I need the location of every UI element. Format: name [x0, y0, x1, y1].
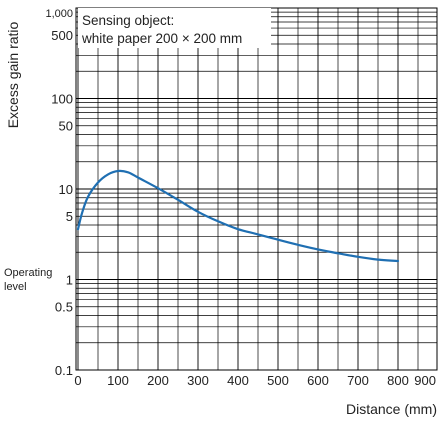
y-tick-labels: 0.1 0.5 1 5 10 50 100 500 1,000 [45, 8, 73, 378]
y-axis-label: Excess gain ratio [5, 21, 21, 128]
x-tick-label: 0 [74, 373, 81, 388]
y-tick-label: 50 [59, 119, 73, 134]
operating-level-label-line-1: Operating [4, 267, 52, 279]
y-tick-label: 500 [51, 28, 73, 43]
annotation-line-1: Sensing object: [82, 13, 174, 28]
y-tick-label: 0.5 [55, 300, 73, 315]
y-tick-label: 10 [59, 182, 73, 197]
x-tick-label: 300 [187, 373, 209, 388]
y-tick-label: 100 [51, 92, 73, 107]
x-tick-label: 900 [414, 373, 436, 388]
operating-level-label-line-2: level [4, 281, 27, 293]
x-tick-label: 200 [147, 373, 169, 388]
x-tick-label: 100 [107, 373, 129, 388]
y-tick-label: 1,000 [45, 8, 73, 20]
x-tick-label: 800 [387, 373, 409, 388]
x-tick-label: 700 [347, 373, 369, 388]
x-tick-label: 600 [307, 373, 329, 388]
annotation-box-bg [78, 8, 271, 48]
grid-lines [76, 8, 437, 371]
y-tick-label: 0.1 [55, 363, 73, 378]
x-tick-label: 400 [227, 373, 249, 388]
y-tick-label: 5 [66, 209, 73, 224]
series-line-0 [76, 169, 400, 263]
y-tick-label: 1 [66, 273, 73, 288]
x-tick-label: 500 [267, 373, 289, 388]
x-tick-labels: 0 100 200 300 400 500 600 700 800 900 [74, 373, 436, 388]
x-axis-label: Distance (mm) [346, 401, 437, 417]
series-layer [76, 169, 400, 263]
annotation-line-2: white paper 200 × 200 mm [81, 31, 242, 46]
